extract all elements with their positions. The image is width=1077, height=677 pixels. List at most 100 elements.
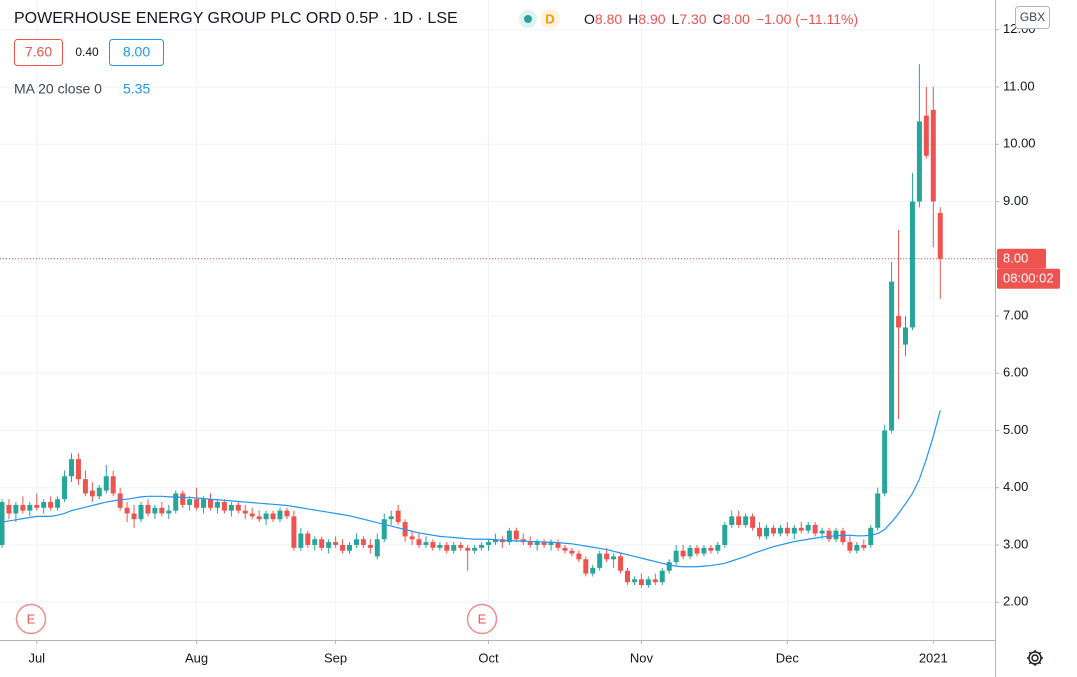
candle-body — [937, 212, 943, 259]
candle-body — [611, 556, 617, 560]
ohlc-key: O — [584, 11, 595, 27]
candle-body — [187, 499, 193, 505]
candle-body — [256, 516, 262, 520]
candle-body — [319, 539, 325, 548]
y-tick-label: 9.00 — [1003, 193, 1028, 208]
candle-body — [722, 524, 728, 545]
candle-body — [812, 524, 818, 534]
bid-box — [14, 39, 63, 66]
candle-body — [638, 579, 644, 586]
candle-body — [180, 493, 186, 505]
candle-body — [242, 510, 248, 514]
event-label: E — [27, 611, 36, 626]
settings-icon[interactable] — [1027, 650, 1043, 666]
spread: 0.40 — [75, 45, 99, 59]
last-price-label: 8.00 — [1003, 251, 1028, 266]
candle-body — [75, 459, 81, 480]
candle-body — [374, 539, 380, 557]
candle-body — [27, 504, 33, 511]
candle-body — [743, 516, 749, 525]
grid — [0, 0, 995, 640]
candle-body — [472, 547, 478, 551]
candle-body — [764, 527, 769, 537]
event-marker[interactable] — [466, 603, 498, 635]
candle-body — [138, 504, 144, 520]
candle-body — [20, 504, 26, 511]
status-dot — [524, 15, 532, 23]
last-price-box — [997, 248, 1046, 269]
candle-body — [631, 579, 637, 583]
axes: 2.00 3.00 4.00 5.00 6.00 7.00 8.00 9.00 10.00 11.… — [28, 21, 1060, 665]
candle-body — [840, 530, 846, 543]
candle-body — [618, 556, 624, 571]
candle-body — [55, 499, 61, 508]
candle-body — [486, 542, 491, 545]
candle-body — [221, 502, 227, 511]
ohlc-legend: O8.80 H8.90 L7.30 C8.00 −1.00 (−11.11%) — [584, 11, 858, 27]
currency: GBX — [1020, 10, 1045, 24]
candle-body — [923, 115, 929, 156]
candle-body — [555, 542, 561, 548]
candle-body — [395, 510, 401, 523]
candle-body — [861, 544, 867, 548]
candle-body — [235, 504, 241, 511]
candle-body — [562, 547, 568, 551]
candle-body — [214, 502, 220, 508]
ma-legend-value: 5.35 — [123, 81, 150, 97]
candle-body — [6, 504, 12, 514]
candle-body — [326, 542, 332, 548]
chart-title: POWERHOUSE ENERGY GROUP PLC ORD 0.5P · 1… — [14, 10, 458, 27]
y-tick-label: 6.00 — [1003, 365, 1028, 380]
candle-body — [777, 527, 783, 534]
ask: 8.00 — [123, 44, 150, 60]
candle-body — [492, 539, 498, 543]
candle-body — [305, 533, 311, 545]
candle-body — [757, 527, 763, 537]
event-marker[interactable] — [15, 603, 47, 635]
candle-body — [340, 544, 346, 551]
ma-legend-name: MA 20 close 0 — [14, 81, 102, 97]
y-tick-label: 7.00 — [1003, 307, 1028, 322]
ohlc-key: C — [713, 11, 723, 27]
candle-body — [896, 315, 902, 328]
candle-body — [652, 579, 658, 583]
candle-body — [715, 544, 721, 551]
bid: 7.60 — [25, 44, 52, 60]
candle-body — [124, 507, 130, 514]
candle-body — [96, 487, 102, 497]
candle-body — [916, 121, 922, 202]
candle-body — [826, 530, 832, 540]
candle-body — [347, 544, 352, 551]
candle-body — [201, 499, 207, 508]
ohlc-value: 8.80 — [595, 11, 622, 27]
candle-body — [805, 524, 811, 531]
candle-body — [833, 530, 839, 540]
candle-body — [583, 559, 589, 574]
candle-body — [277, 510, 283, 520]
candle-body — [451, 544, 457, 551]
candle-body — [847, 542, 853, 551]
candle-body — [333, 542, 339, 545]
candle-body — [673, 550, 679, 563]
candle-body — [875, 493, 881, 528]
candle-body — [506, 530, 512, 543]
candle-body — [444, 544, 450, 551]
candle-body — [110, 476, 116, 494]
candle-body — [228, 504, 234, 511]
candle-body — [687, 547, 693, 557]
candle-body — [291, 516, 297, 548]
candle-body — [173, 493, 179, 511]
candle-body — [69, 459, 74, 477]
candle-body — [159, 507, 165, 514]
candle-body — [479, 544, 485, 548]
candle-body — [590, 567, 596, 574]
event-label: E — [478, 611, 487, 626]
candle-body — [145, 504, 151, 514]
candle-body — [625, 570, 630, 583]
candle-body — [534, 542, 540, 545]
candle-body — [0, 502, 5, 545]
candle-body — [666, 562, 672, 571]
y-tick-label: 5.00 — [1003, 422, 1028, 437]
